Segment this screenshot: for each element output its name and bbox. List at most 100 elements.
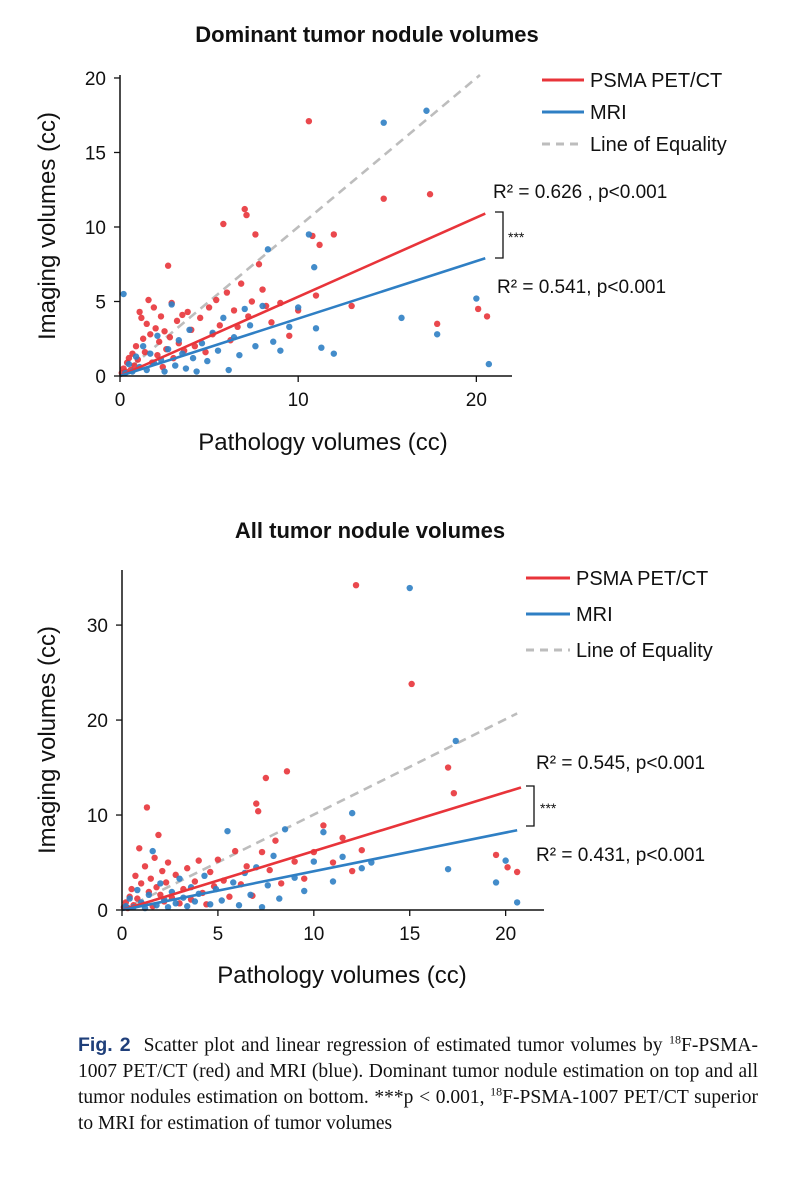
pet-point — [230, 307, 238, 314]
mri-point — [312, 325, 320, 332]
mri-point — [134, 886, 141, 894]
y-ticks: 0 5 10 15 20 — [85, 69, 120, 388]
mri-point — [281, 826, 289, 833]
mri-point — [120, 290, 127, 298]
mri-point — [191, 898, 199, 905]
y-tick-label: 5 — [95, 292, 106, 313]
y-ticks: 0 10 20 30 — [87, 616, 122, 922]
pet-point — [164, 859, 172, 866]
legend-label-equality: Line of Equality — [590, 134, 727, 156]
pet-point — [207, 868, 214, 876]
pet-point — [164, 262, 172, 269]
y-tick-label: 10 — [85, 218, 106, 239]
legend-label-pet: PSMA PET/CT — [590, 70, 722, 92]
pet-point — [348, 302, 355, 310]
pet-point — [216, 322, 223, 329]
pet-regression-line — [119, 212, 486, 378]
mri-point — [301, 887, 308, 895]
mri-point — [182, 365, 190, 372]
pet-point — [184, 308, 191, 316]
mri-point — [339, 853, 346, 861]
pet-point — [213, 296, 220, 304]
mri-point — [270, 852, 277, 860]
pet-point — [147, 875, 154, 882]
pet-point — [223, 289, 231, 296]
mri-point — [126, 895, 133, 902]
plot-area — [120, 581, 522, 912]
mri-point — [485, 360, 493, 368]
pet-point — [132, 342, 140, 350]
pet-point — [444, 764, 452, 771]
pet-point — [202, 348, 209, 356]
x-tick-label: 10 — [288, 390, 309, 411]
chart-title: Dominant tumor nodule volumes — [195, 22, 538, 47]
y-axis-label: Imaging volumes (cc) — [34, 112, 61, 340]
x-tick-label: 5 — [213, 924, 224, 945]
mri-point — [492, 879, 500, 886]
mri-point — [164, 345, 172, 353]
mri-point — [276, 895, 283, 902]
mri-point — [473, 295, 480, 302]
equality-line — [119, 74, 481, 377]
pet-point — [155, 831, 162, 839]
x-ticks: 0 5 10 15 20 — [117, 910, 516, 945]
pet-point — [154, 351, 161, 359]
mri-point — [252, 342, 259, 350]
pet-point — [137, 880, 145, 887]
pet-point — [131, 362, 138, 369]
mri-point — [398, 314, 405, 322]
mri-point — [157, 880, 164, 887]
pet-point — [243, 211, 250, 219]
pet-point — [132, 872, 139, 880]
mri-point — [513, 899, 521, 906]
mri-point — [161, 368, 168, 375]
pet-point — [286, 332, 293, 339]
x-tick-label: 10 — [303, 924, 324, 945]
mri-point — [444, 865, 452, 873]
legend: PSMA PET/CT MRI Line of Equality — [542, 70, 727, 156]
pet-point — [136, 308, 143, 316]
pet-point — [348, 867, 356, 875]
mri-point — [277, 347, 284, 354]
mri-point — [189, 354, 197, 362]
chart-dominant-svg: Dominant tumor nodule volumes 0 10 20 0 5 10… — [34, 22, 727, 456]
mri-point — [220, 314, 227, 322]
chart-all-svg: All tumor nodule volumes 0 5 10 15 20 0 10 20 3… — [34, 518, 713, 989]
y-tick-label: 20 — [87, 711, 108, 732]
pet-point — [195, 857, 202, 864]
chart-dominant: Dominant tumor nodule volumes 0 10 20 0 5 10… — [0, 0, 797, 480]
pet-point — [139, 335, 147, 342]
caption-text-3: F-PSMA-1007 PET/CT superior to MRI for e… — [78, 1087, 758, 1134]
pet-point — [141, 348, 149, 356]
caption-sup-2: 18 — [490, 1084, 503, 1099]
legend-label-mri: MRI — [590, 102, 627, 124]
x-tick-label: 20 — [495, 924, 516, 945]
mri-point — [310, 858, 318, 865]
mri-regression-line — [119, 257, 486, 378]
mri-point — [259, 302, 266, 310]
pet-point — [150, 304, 158, 311]
r2-mri-annotation: R² = 0.431, p<0.001 — [536, 845, 705, 866]
mri-point — [176, 875, 183, 882]
mri-point — [380, 119, 387, 126]
figure-caption: Fig. 2 Scatter plot and linear regressio… — [78, 1032, 758, 1137]
mri-point — [311, 264, 318, 271]
mri-point — [172, 362, 179, 369]
mri-point — [270, 338, 277, 345]
significance-bracket — [495, 211, 504, 259]
pet-point — [191, 878, 199, 885]
y-tick-label: 10 — [87, 806, 108, 827]
equality-line — [121, 712, 518, 912]
pet-regression-line — [121, 786, 522, 912]
legend-label-equality: Line of Equality — [576, 640, 713, 662]
mri-point — [264, 246, 272, 253]
pet-point — [220, 220, 227, 228]
pet-point — [241, 205, 248, 213]
r2-pet-annotation: R² = 0.626 , p<0.001 — [493, 182, 667, 203]
pet-point — [504, 864, 511, 871]
mri-point — [502, 857, 509, 864]
x-axis-label: Pathology volumes (cc) — [217, 962, 466, 989]
pet-point — [143, 320, 150, 328]
mri-point — [348, 809, 356, 817]
pet-point — [268, 319, 275, 326]
